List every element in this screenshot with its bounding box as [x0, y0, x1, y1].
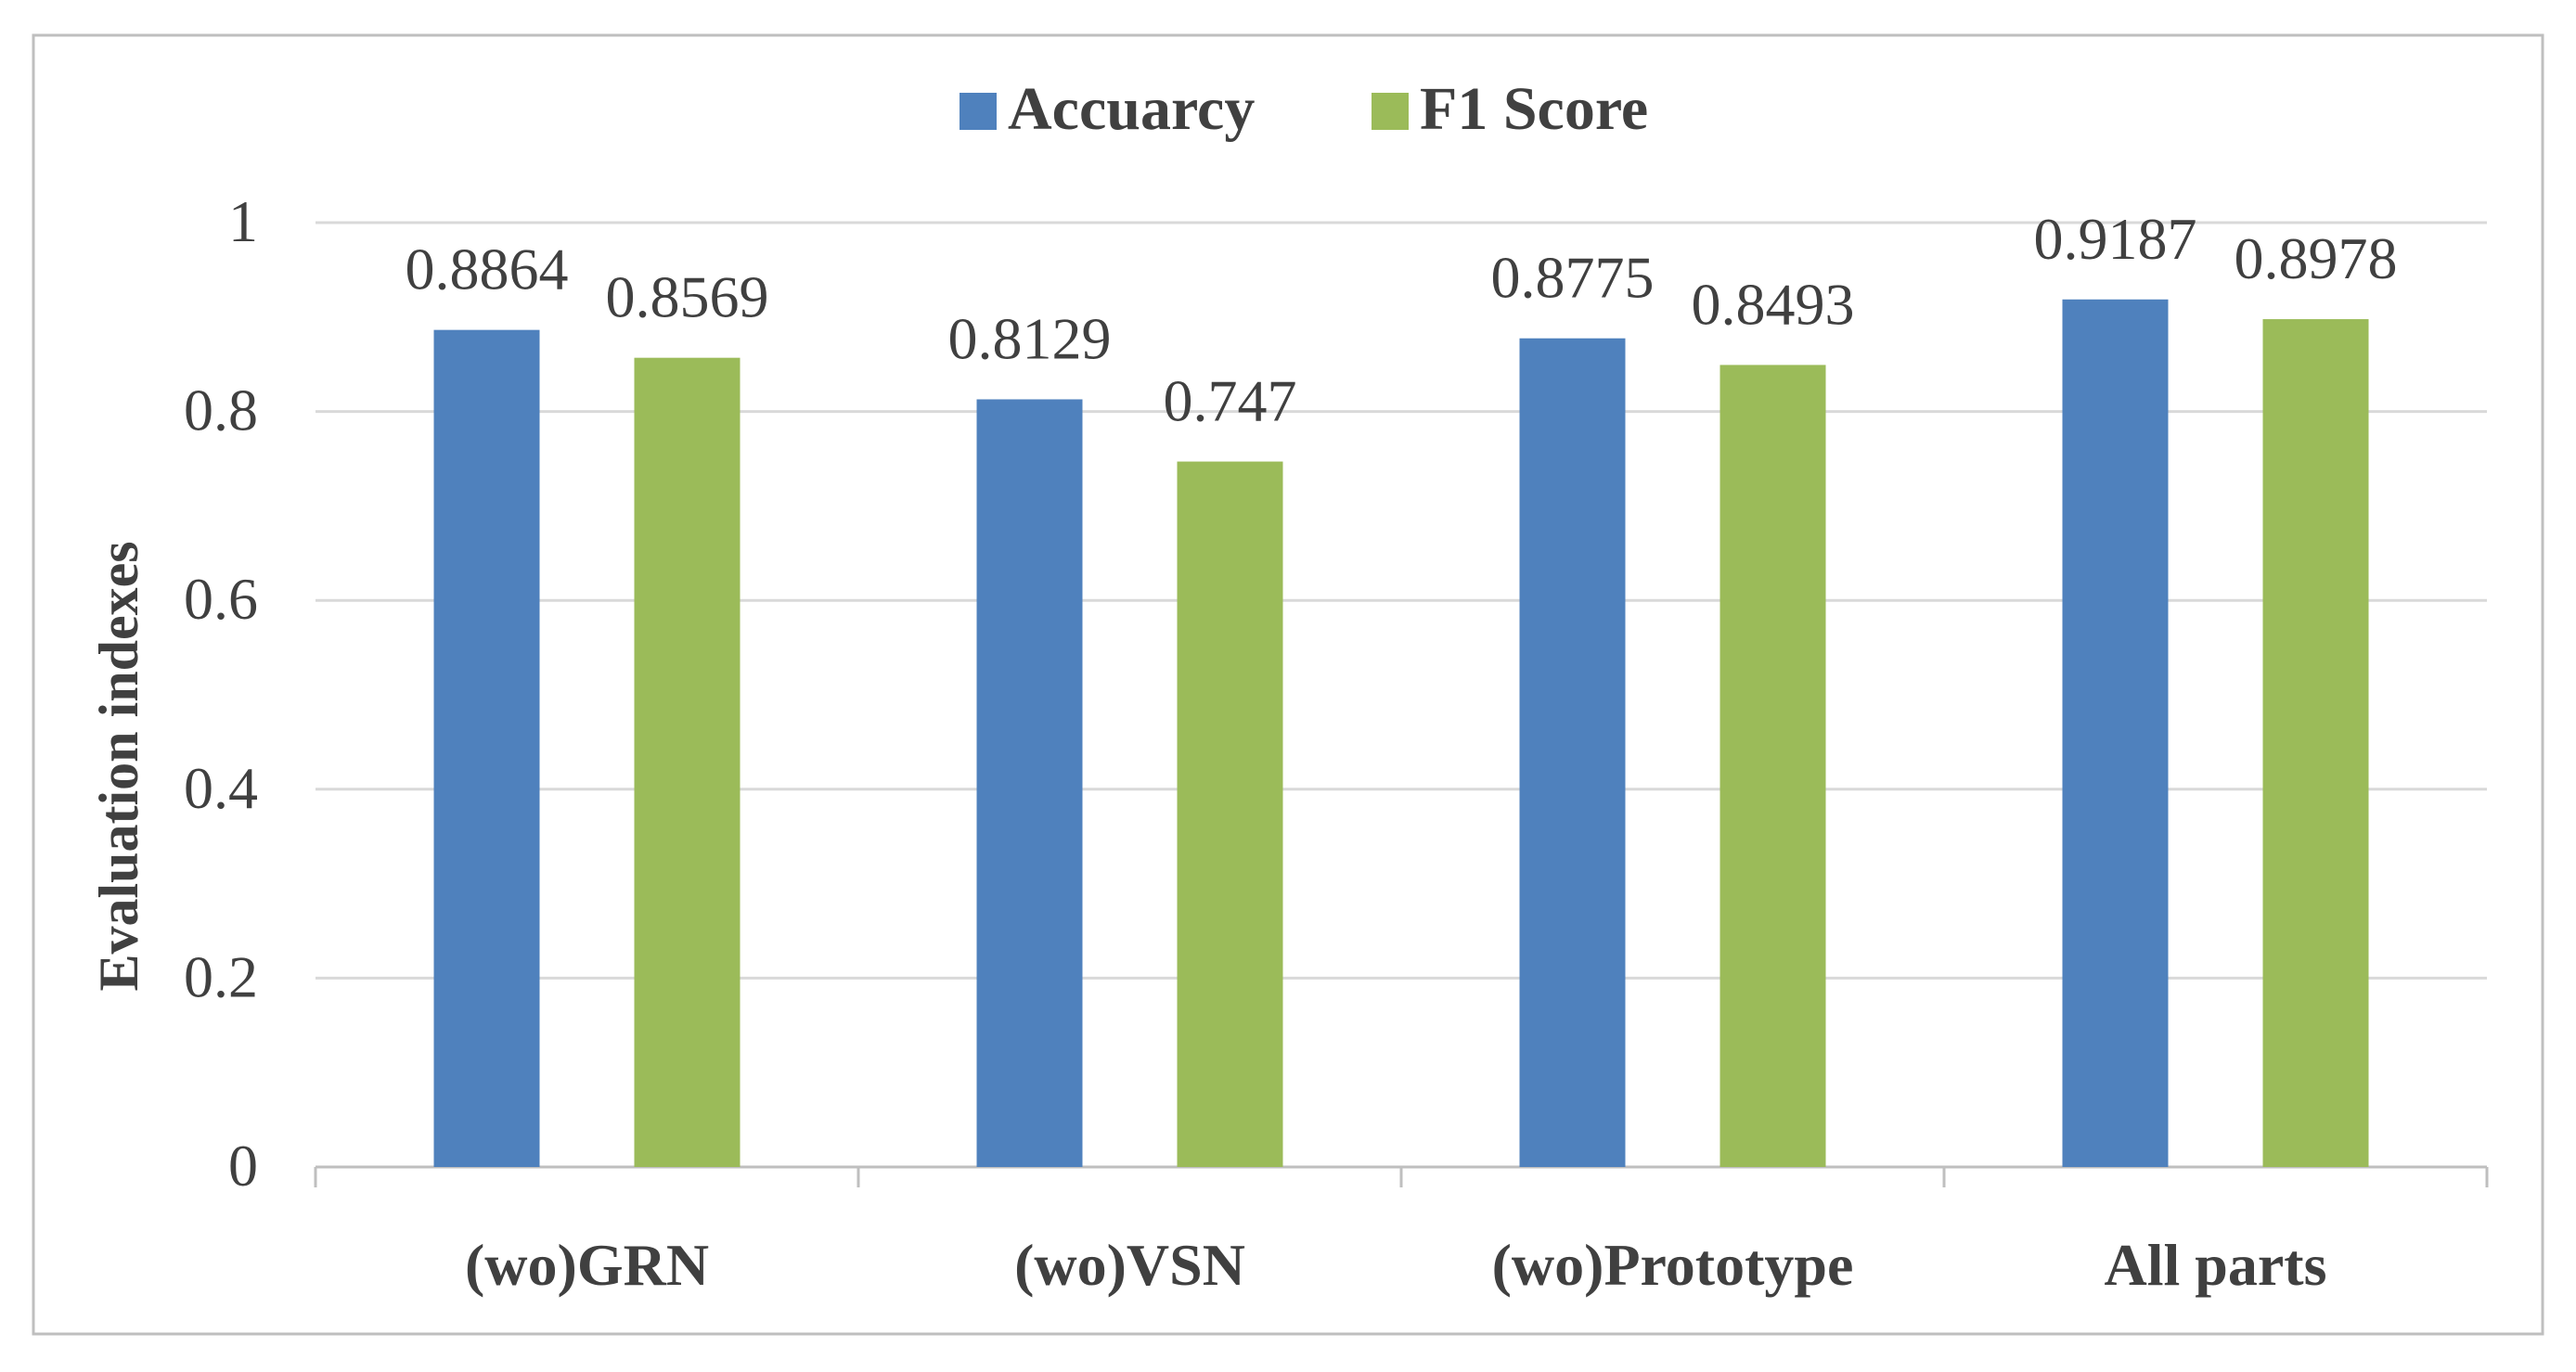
data-label: 0.8493	[1692, 271, 1855, 337]
bar-accuracy	[1519, 338, 1626, 1168]
x-tick-label: All parts	[2105, 1232, 2327, 1298]
data-label: 0.747	[1164, 368, 1297, 434]
y-tick-label: 0	[228, 1133, 258, 1199]
x-tick-label: (wo)GRN	[465, 1232, 709, 1298]
legend-label: Accuarcy	[1008, 75, 1255, 143]
data-label: 0.8775	[1491, 245, 1655, 311]
data-label: 0.9187	[2034, 206, 2197, 272]
bar-accuracy	[433, 329, 540, 1168]
legend-swatch	[1372, 93, 1409, 130]
y-axis-title: Evaluation indexes	[88, 541, 149, 991]
y-tick-label: 1	[228, 188, 258, 254]
bar-f1-score	[634, 357, 741, 1168]
bar-accuracy	[976, 399, 1083, 1168]
data-label: 0.8129	[948, 305, 1112, 371]
y-tick-label: 0.4	[184, 755, 258, 821]
x-tick-label: (wo)VSN	[1014, 1232, 1245, 1298]
x-tick-label: (wo)Prototype	[1492, 1232, 1854, 1298]
data-label: 0.8569	[606, 264, 769, 330]
data-label: 0.8978	[2235, 225, 2398, 291]
legend-swatch	[960, 93, 997, 130]
y-tick-label: 0.6	[184, 566, 258, 632]
bars	[433, 299, 2369, 1168]
axes: 0 0.2 0.4 0.6 0.8 1 (wo)GRN (wo)VSN (wo)Prototyp…	[184, 188, 2489, 1298]
bar-f1-score	[1719, 365, 1826, 1167]
bar-f1-score	[1177, 461, 1283, 1168]
data-labels: 0.8864 0.8569 0.8129 0.747 0.8775 0.8493 0.918…	[406, 206, 2398, 434]
y-tick-label: 0.2	[184, 943, 258, 1009]
legend-label: F1 Score	[1420, 75, 1648, 143]
data-label: 0.8864	[406, 237, 569, 302]
bar-accuracy	[2062, 299, 2169, 1167]
legend: Accuarcy F1 Score	[960, 75, 1648, 143]
bar-f1-score	[2262, 319, 2369, 1167]
y-tick-label: 0.8	[184, 378, 258, 443]
